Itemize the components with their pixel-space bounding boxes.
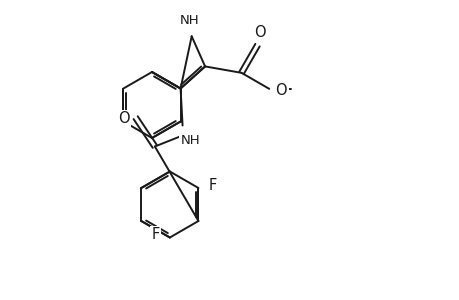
Text: O: O	[275, 83, 286, 98]
Text: NH: NH	[180, 134, 200, 146]
Text: O: O	[253, 25, 265, 40]
Text: F: F	[208, 178, 216, 193]
Text: NH: NH	[179, 14, 199, 27]
Text: O: O	[118, 111, 129, 126]
Text: F: F	[151, 227, 160, 242]
